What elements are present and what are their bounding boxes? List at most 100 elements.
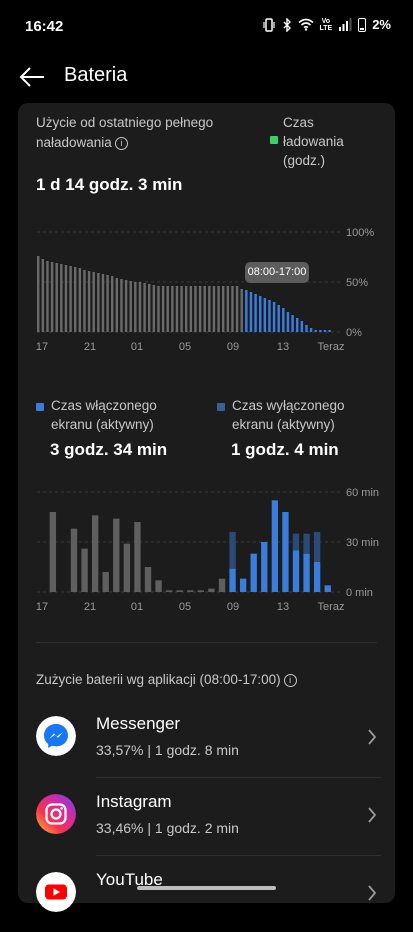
x-tick-label: 17: [36, 341, 48, 353]
screen-off-bar: [313, 532, 321, 562]
screen-on-bar: [144, 567, 152, 592]
battery-level-bar: [78, 268, 82, 332]
section-divider: [36, 642, 377, 643]
battery-level-bar: [282, 308, 285, 332]
battery-level-bar: [231, 286, 234, 332]
screen-on-bar: [229, 568, 236, 592]
volte-top: Vo: [321, 17, 331, 25]
battery-level-bar: [263, 298, 267, 332]
screen-off-bar: [303, 533, 310, 554]
battery-level-bar: [323, 330, 327, 332]
x-tick-label: 09: [227, 601, 239, 613]
app-stats: 33,57% | 1 godz. 8 min: [96, 742, 239, 758]
battery-level-bar: [217, 286, 220, 332]
battery-level-bar: [259, 296, 262, 332]
screen-on-bar: [49, 512, 57, 592]
battery-level-bar: [254, 294, 257, 332]
x-tick-label: 01: [131, 601, 143, 613]
screen-on-swatch: [36, 403, 44, 411]
battery-level-bar: [245, 290, 248, 332]
apps-usage-header: Zużycie baterii wg aplikacji (08:00-17:0…: [36, 672, 297, 687]
battery-level-bar: [87, 271, 91, 332]
app-name: Instagram: [96, 792, 172, 811]
app-row-instagram[interactable]: Instagram 33,46% | 1 godz. 2 min: [36, 792, 381, 856]
battery-level-bar: [212, 286, 216, 332]
battery-level-bar: [148, 284, 151, 332]
battery-level-bar: [120, 279, 123, 332]
gesture-home-bar[interactable]: [137, 886, 276, 890]
battery-icon: [358, 17, 367, 32]
battery-level-bar: [309, 328, 313, 332]
info-icon[interactable]: i: [114, 137, 128, 150]
battery-level-bar: [111, 276, 114, 332]
screen-on-bar: [208, 588, 215, 592]
screen-off-label: Czas wyłączonego ekranu (aktywny): [232, 398, 345, 432]
screen-off-bar: [292, 533, 300, 551]
battery-level-bar: [134, 282, 137, 332]
screen-off-value: 1 godz. 4 min: [231, 440, 339, 459]
charge-legend-swatch: [270, 136, 278, 144]
row-separator: [96, 855, 381, 856]
chevron-right-icon: [368, 807, 377, 823]
back-arrow-icon[interactable]: [18, 65, 46, 89]
battery-level-bar: [277, 305, 280, 332]
volte-icon: Vo LTE: [320, 18, 333, 32]
x-tick-label: 05: [179, 341, 191, 353]
screen-on-bar: [123, 543, 131, 592]
battery-level-chart[interactable]: 100% 50% 0% 17 21 01 05 09 13 Teraz: [0, 0, 413, 360]
screen-on-bar: [271, 500, 279, 592]
battery-level-bar: [175, 286, 179, 332]
battery-level-bar: [222, 286, 225, 332]
battery-level-bar: [157, 286, 160, 332]
x-tick-label: 05: [179, 601, 191, 613]
screen-on-bar: [239, 578, 247, 592]
usage-label: Użycie od ostatniego pełnego naładowania…: [36, 113, 251, 153]
charge-legend-label: Czas ładowania (godz.): [283, 115, 344, 168]
info-icon[interactable]: i: [283, 674, 297, 687]
status-icons: Vo LTE 2%: [262, 17, 391, 32]
screen-on-bar: [102, 572, 109, 592]
battery-level-bar: [198, 286, 202, 332]
app-row-youtube[interactable]: YouTube: [36, 870, 381, 932]
screen-on-bar: [176, 590, 183, 592]
chevron-right-icon: [368, 885, 377, 901]
battery-level-bar: [166, 286, 169, 332]
battery-level-bar: [328, 330, 331, 332]
battery-level-bar: [74, 267, 77, 332]
battery-card: [18, 103, 395, 903]
battery-level-bar: [37, 256, 40, 332]
x-tick-label: 09: [227, 341, 239, 353]
chart-tooltip: 08:00-17:00: [245, 262, 309, 283]
battery-level-bar: [152, 285, 156, 332]
battery-level-bar: [41, 259, 45, 332]
vibrate-icon: [262, 17, 275, 32]
battery-level-bar: [115, 278, 119, 332]
screen-on-bar: [250, 553, 257, 592]
screen-time-chart[interactable]: 60 min 30 min 0 min 17 21 01 05 09 13 Teraz: [0, 0, 413, 620]
battery-level-bar: [180, 286, 183, 332]
screen-on-bar: [155, 580, 162, 592]
battery-level-bar: [69, 266, 72, 332]
battery-level-bar: [161, 286, 165, 332]
x-tick-label: Teraz: [318, 341, 345, 353]
page-title: Bateria: [64, 64, 128, 86]
apps-usage-header-text: Zużycie baterii wg aplikacji (08:00-17:0…: [36, 672, 281, 687]
screen-off-bar: [229, 532, 236, 569]
y-tick-label: 50%: [346, 277, 368, 289]
screen-on-bar: [313, 562, 321, 592]
battery-level-bar: [60, 264, 63, 332]
volte-bottom: LTE: [319, 24, 333, 32]
signal-icon: [339, 18, 352, 31]
battery-level-bar: [83, 270, 86, 332]
screen-on-bar: [70, 528, 78, 592]
battery-level-bar: [226, 286, 230, 332]
battery-level-bar: [106, 275, 109, 332]
app-name: YouTube: [96, 870, 163, 889]
messenger-icon: [36, 716, 76, 756]
total-usage-time: 1 d 14 godz. 3 min: [36, 175, 183, 194]
battery-level-bar: [138, 282, 142, 332]
app-row-messenger[interactable]: Messenger 33,57% | 1 godz. 8 min: [36, 714, 381, 778]
x-tick-label: 13: [277, 341, 289, 353]
screen-on-bar: [282, 512, 289, 592]
x-tick-label: 21: [84, 341, 96, 353]
